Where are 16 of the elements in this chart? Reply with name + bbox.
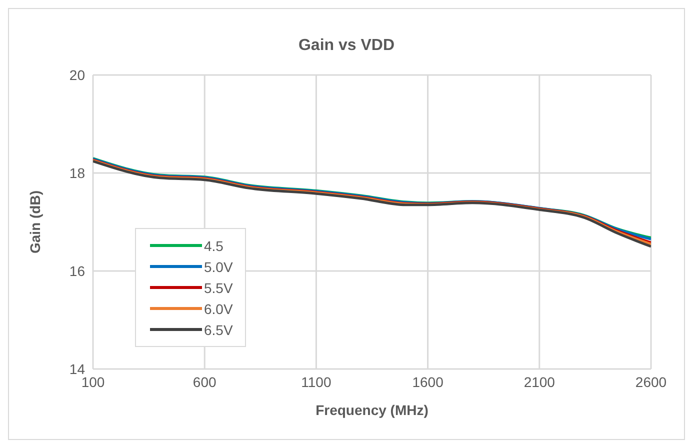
x-tick-label: 600	[192, 374, 216, 390]
y-tick-label: 18	[69, 164, 86, 181]
x-tick-label: 1100	[301, 374, 332, 390]
legend-label: 4.5	[204, 238, 224, 254]
x-tick-label: 1600	[412, 374, 444, 390]
x-tick-label: 2100	[524, 374, 556, 390]
chart-title: Gain vs VDD	[297, 37, 396, 55]
legend-label: 6.0V	[204, 300, 233, 316]
legend-label: 5.0V	[204, 258, 233, 274]
x-axis-title: Frequency (MHz)	[316, 402, 428, 418]
y-tick-label: 16	[69, 262, 86, 279]
legend-label: 5.5V	[204, 280, 233, 296]
y-tick-label: 20	[69, 66, 86, 83]
legend-label: 6.5V	[204, 322, 233, 338]
y-axis-title: Gain (dB)	[26, 190, 43, 254]
x-tick-label: 2600	[635, 374, 667, 390]
